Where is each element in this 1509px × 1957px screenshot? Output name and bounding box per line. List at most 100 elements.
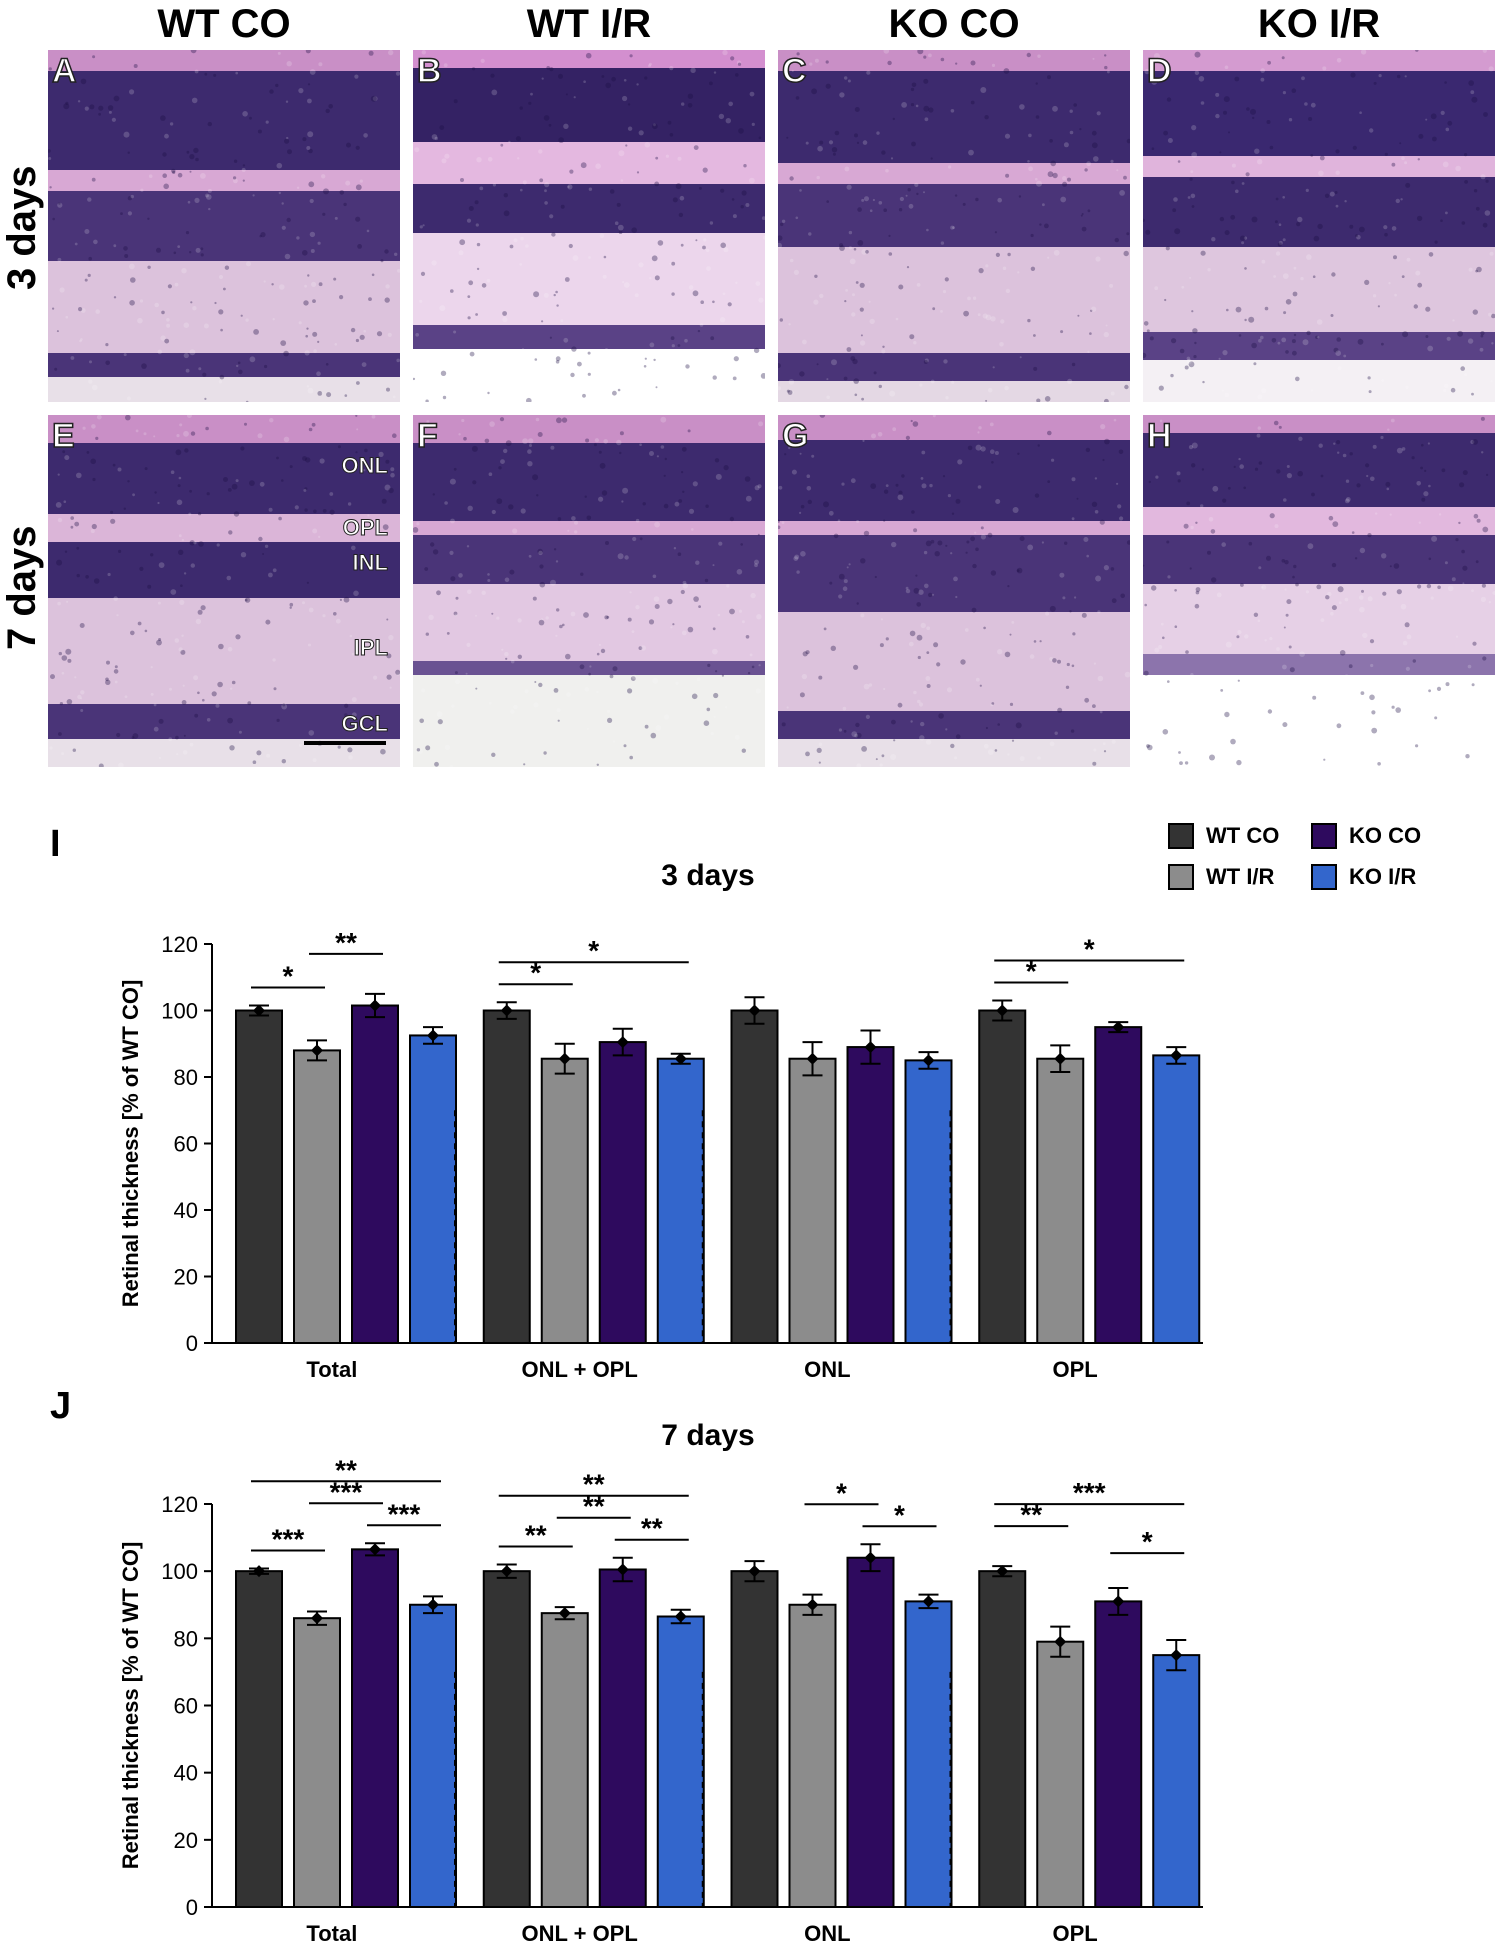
tissue-layer bbox=[778, 739, 1130, 767]
texture-speck bbox=[1220, 689, 1224, 692]
texture-speck bbox=[1267, 60, 1271, 65]
texture-speck bbox=[923, 55, 927, 59]
texture-speck bbox=[325, 108, 330, 114]
texture-speck bbox=[1102, 742, 1106, 745]
texture-speck bbox=[881, 349, 886, 354]
texture-speck bbox=[532, 596, 537, 601]
texture-speck bbox=[1198, 76, 1205, 82]
texture-speck bbox=[64, 550, 68, 553]
texture-speck bbox=[671, 261, 676, 266]
texture-speck bbox=[1289, 667, 1295, 673]
texture-speck bbox=[1476, 266, 1482, 273]
texture-speck bbox=[654, 181, 660, 187]
tissue-layer bbox=[48, 415, 400, 445]
texture-speck bbox=[1052, 105, 1058, 112]
texture-speck bbox=[431, 134, 438, 140]
texture-speck bbox=[602, 274, 607, 279]
texture-speck bbox=[344, 713, 348, 717]
texture-speck bbox=[569, 169, 574, 174]
texture-speck bbox=[729, 516, 735, 522]
bar-ko-co-3 bbox=[1094, 1026, 1143, 1344]
texture-speck bbox=[621, 367, 625, 371]
texture-speck bbox=[618, 150, 625, 157]
texture-speck bbox=[351, 652, 355, 656]
texture-speck bbox=[1413, 304, 1418, 309]
texture-speck bbox=[1200, 101, 1205, 105]
legend-swatch-ko-co bbox=[1311, 823, 1337, 849]
texture-speck bbox=[347, 502, 352, 506]
texture-speck bbox=[92, 384, 98, 391]
texture-speck bbox=[1491, 342, 1494, 345]
texture-speck bbox=[745, 495, 752, 502]
texture-speck bbox=[890, 157, 894, 160]
texture-speck bbox=[286, 217, 291, 223]
texture-speck bbox=[1415, 50, 1419, 52]
texture-speck bbox=[74, 676, 77, 679]
texture-speck bbox=[384, 249, 389, 254]
texture-speck bbox=[474, 200, 479, 205]
texture-speck bbox=[1197, 759, 1201, 763]
histology-panel-d: D bbox=[1143, 50, 1495, 402]
texture-speck bbox=[1193, 355, 1197, 359]
significance-label: *** bbox=[1073, 1477, 1106, 1508]
texture-speck bbox=[1237, 630, 1242, 635]
significance-label: *** bbox=[388, 1498, 421, 1529]
texture-speck bbox=[917, 50, 924, 55]
texture-speck bbox=[70, 356, 75, 360]
texture-speck bbox=[856, 763, 862, 767]
texture-speck bbox=[454, 613, 458, 617]
texture-speck bbox=[911, 82, 917, 88]
texture-speck bbox=[601, 75, 605, 78]
texture-speck bbox=[617, 224, 624, 231]
texture-speck bbox=[1394, 293, 1397, 297]
texture-speck bbox=[113, 596, 118, 601]
texture-speck bbox=[1248, 764, 1254, 767]
texture-speck bbox=[417, 748, 423, 754]
texture-speck bbox=[1323, 758, 1326, 761]
texture-speck bbox=[426, 420, 430, 424]
y-tick-label: 60 bbox=[174, 1132, 198, 1157]
texture-speck bbox=[954, 756, 958, 760]
texture-speck bbox=[1284, 560, 1289, 565]
texture-speck bbox=[390, 467, 395, 472]
texture-speck bbox=[82, 426, 86, 430]
tissue-layer bbox=[48, 704, 400, 741]
texture-speck bbox=[786, 389, 790, 393]
significance-label: ** bbox=[1020, 1499, 1042, 1530]
texture-speck bbox=[1465, 754, 1470, 759]
texture-speck bbox=[1381, 342, 1384, 346]
texture-speck bbox=[444, 153, 450, 159]
texture-speck bbox=[1228, 131, 1230, 134]
texture-speck bbox=[587, 351, 591, 355]
texture-speck bbox=[57, 202, 63, 208]
texture-speck bbox=[1332, 521, 1339, 527]
texture-speck bbox=[644, 357, 647, 360]
texture-speck bbox=[350, 327, 356, 333]
texture-speck bbox=[110, 518, 116, 524]
texture-speck bbox=[296, 236, 300, 240]
texture-speck bbox=[466, 545, 470, 548]
texture-speck bbox=[599, 462, 606, 469]
texture-speck bbox=[734, 734, 740, 740]
texture-speck bbox=[872, 198, 875, 202]
texture-speck bbox=[853, 247, 857, 251]
texture-speck bbox=[1186, 356, 1191, 361]
mean-marker bbox=[500, 1004, 513, 1017]
texture-speck bbox=[585, 438, 590, 443]
texture-speck bbox=[1359, 606, 1365, 613]
legend-item-ko-co: KO CO bbox=[1311, 823, 1421, 849]
texture-speck bbox=[488, 472, 493, 476]
texture-speck bbox=[1293, 266, 1297, 270]
mean-marker bbox=[1112, 1021, 1125, 1034]
texture-speck bbox=[264, 364, 268, 369]
texture-speck bbox=[537, 432, 543, 437]
texture-speck bbox=[1464, 153, 1468, 157]
texture-speck bbox=[91, 523, 97, 530]
texture-speck bbox=[105, 679, 111, 685]
texture-speck bbox=[1364, 279, 1370, 285]
texture-speck bbox=[1160, 622, 1164, 626]
texture-speck bbox=[855, 722, 860, 728]
texture-speck bbox=[1470, 394, 1473, 397]
texture-speck bbox=[564, 277, 570, 282]
texture-speck bbox=[638, 130, 644, 136]
